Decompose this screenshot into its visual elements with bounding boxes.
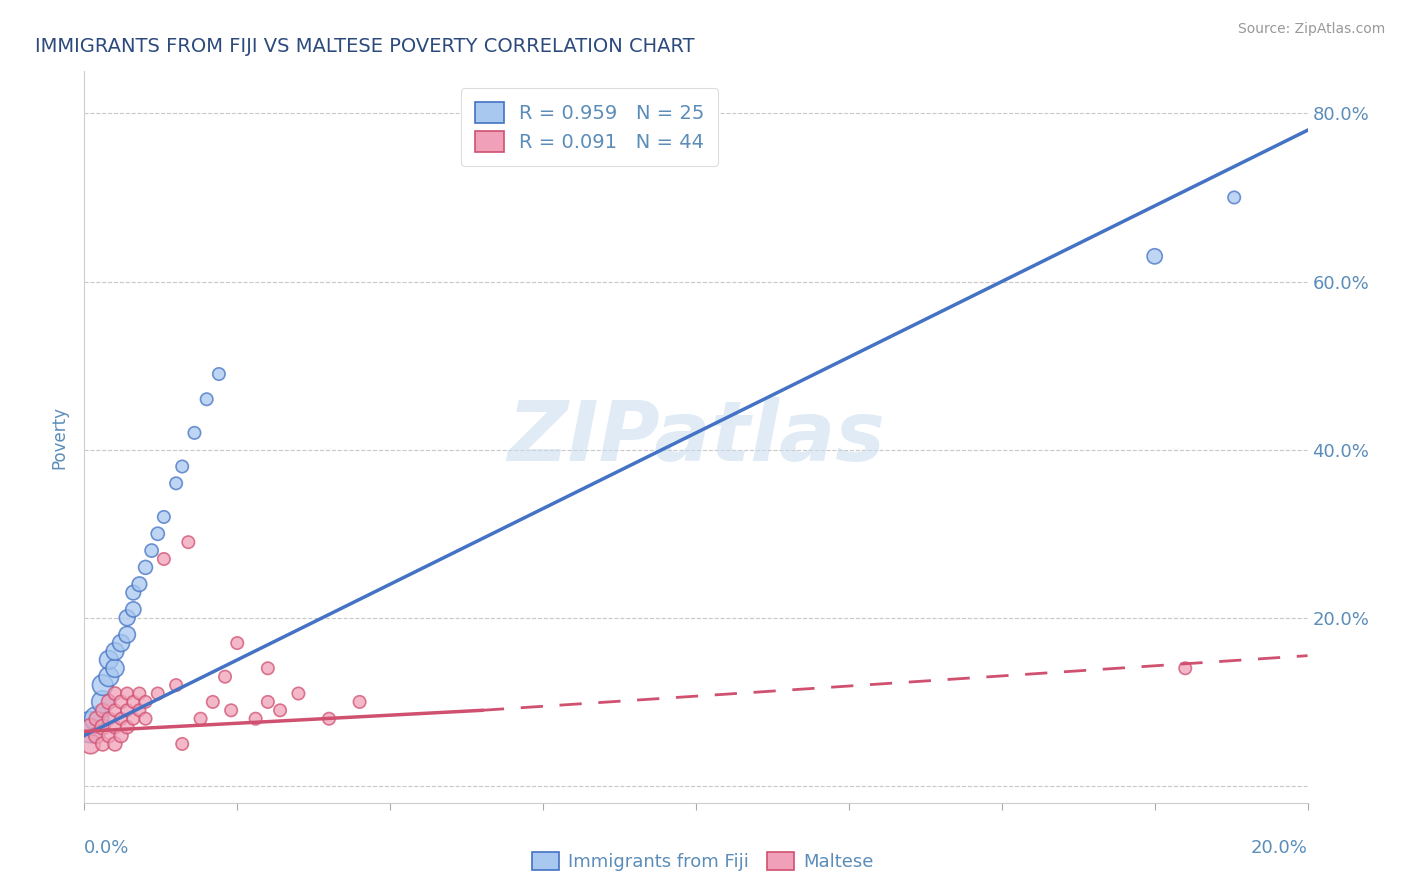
Y-axis label: Poverty: Poverty	[51, 406, 69, 468]
Point	[1223, 190, 1246, 204]
Point	[128, 686, 150, 700]
Point	[110, 695, 132, 709]
Text: 20.0%: 20.0%	[1251, 839, 1308, 857]
Point	[115, 627, 138, 641]
Point	[165, 678, 187, 692]
Point	[214, 670, 236, 684]
Point	[122, 602, 145, 616]
Point	[257, 661, 280, 675]
Point	[135, 560, 157, 574]
Point	[172, 459, 194, 474]
Point	[172, 737, 194, 751]
Point	[104, 661, 127, 675]
Point	[257, 695, 280, 709]
Point	[86, 712, 108, 726]
Point	[183, 425, 205, 440]
Point	[91, 703, 114, 717]
Point	[122, 695, 145, 709]
Point	[110, 636, 132, 650]
Point	[115, 686, 138, 700]
Point	[190, 712, 212, 726]
Point	[115, 720, 138, 734]
Point	[115, 703, 138, 717]
Point	[97, 695, 120, 709]
Point	[128, 577, 150, 591]
Point	[153, 552, 176, 566]
Point	[122, 712, 145, 726]
Text: ZIPatlas: ZIPatlas	[508, 397, 884, 477]
Point	[91, 720, 114, 734]
Point	[287, 686, 309, 700]
Point	[86, 729, 108, 743]
Point	[97, 712, 120, 726]
Point	[115, 611, 138, 625]
Point	[135, 695, 157, 709]
Point	[195, 392, 218, 407]
Point	[104, 720, 127, 734]
Point	[86, 712, 108, 726]
Point	[1143, 249, 1166, 263]
Text: 0.0%: 0.0%	[84, 839, 129, 857]
Point	[104, 703, 127, 717]
Point	[153, 510, 176, 524]
Point	[104, 686, 127, 700]
Legend: R = 0.959   N = 25, R = 0.091   N = 44: R = 0.959 N = 25, R = 0.091 N = 44	[461, 88, 718, 166]
Legend: Immigrants from Fiji, Maltese: Immigrants from Fiji, Maltese	[524, 845, 882, 879]
Point	[318, 712, 340, 726]
Point	[97, 653, 120, 667]
Point	[135, 712, 157, 726]
Point	[79, 720, 101, 734]
Point	[91, 737, 114, 751]
Point	[128, 703, 150, 717]
Point	[91, 695, 114, 709]
Point	[245, 712, 267, 726]
Point	[97, 729, 120, 743]
Point	[226, 636, 249, 650]
Point	[269, 703, 291, 717]
Point	[165, 476, 187, 491]
Point	[219, 703, 242, 717]
Point	[146, 686, 169, 700]
Text: Source: ZipAtlas.com: Source: ZipAtlas.com	[1237, 22, 1385, 37]
Point	[104, 644, 127, 658]
Point	[349, 695, 371, 709]
Point	[146, 526, 169, 541]
Point	[201, 695, 224, 709]
Point	[91, 678, 114, 692]
Point	[97, 670, 120, 684]
Point	[79, 737, 101, 751]
Point	[141, 543, 163, 558]
Point	[208, 367, 231, 381]
Point	[110, 729, 132, 743]
Point	[110, 712, 132, 726]
Text: IMMIGRANTS FROM FIJI VS MALTESE POVERTY CORRELATION CHART: IMMIGRANTS FROM FIJI VS MALTESE POVERTY …	[35, 37, 695, 56]
Point	[79, 720, 101, 734]
Point	[104, 737, 127, 751]
Point	[122, 585, 145, 599]
Point	[177, 535, 200, 549]
Point	[1174, 661, 1197, 675]
